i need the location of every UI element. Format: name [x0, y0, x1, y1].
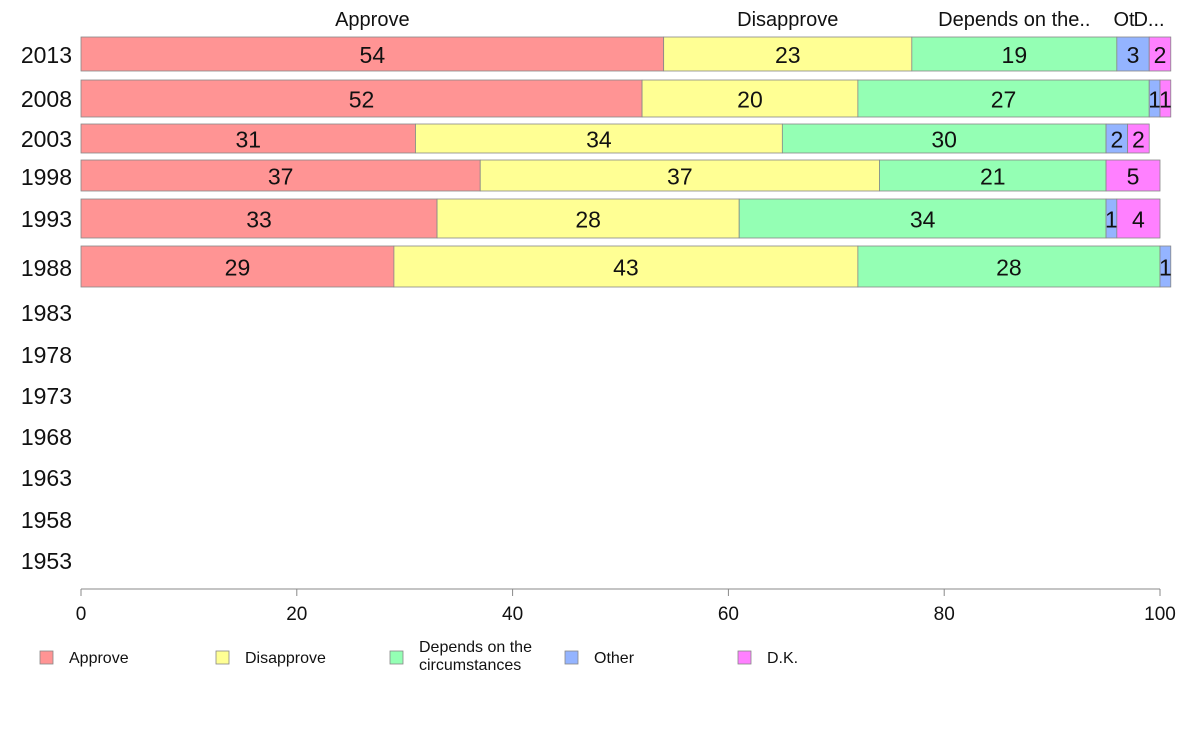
year-label-1963: 1963: [21, 465, 72, 491]
x-tick-label-100: 100: [1144, 604, 1176, 625]
column-header-4: D...: [1133, 9, 1164, 31]
bar-segment-1988-0: [80, 245, 395, 288]
bar-segment-2008-4: [1159, 79, 1172, 118]
bar-segment-2008-1: [641, 79, 859, 118]
bar-label-2003-1: 34: [586, 127, 612, 153]
legend-label-2-1: circumstances: [419, 657, 521, 674]
year-label-2003: 2003: [21, 126, 72, 152]
legend-swatch-4: [737, 650, 752, 665]
x-tick-label-0: 0: [76, 604, 87, 625]
bar-label-2008-4: 1: [1159, 87, 1172, 113]
bar-label-1988-3: 1: [1159, 255, 1172, 281]
bar-segment-1998-1: [479, 159, 880, 192]
legend-label-2-0: Depends on the: [419, 639, 532, 656]
legend: Approve Disapprove Depends on thecircumsta…: [39, 639, 798, 674]
bar-label-1998-2: 21: [980, 164, 1006, 190]
legend-swatch-0: [39, 650, 54, 665]
bar-segment-1993-4: [1116, 198, 1161, 239]
year-label-1968: 1968: [21, 424, 72, 450]
column-header-3: Ot: [1113, 9, 1135, 31]
bar-segment-2008-2: [857, 79, 1150, 118]
bar-segment-1998-4: [1105, 159, 1161, 192]
legend-label-1-0: Disapprove: [245, 650, 326, 667]
bar-segment-1998-0: [80, 159, 481, 192]
bar-label-2013-4: 2: [1154, 42, 1167, 68]
bar-segment-1993-0: [80, 198, 438, 239]
legend-swatch-3: [564, 650, 579, 665]
year-label-1958: 1958: [21, 507, 72, 533]
year-label-1983: 1983: [21, 300, 72, 326]
bar-label-1993-4: 4: [1132, 207, 1145, 233]
x-tick-label-60: 60: [718, 604, 739, 625]
column-header-2: Depends on the..: [938, 9, 1090, 31]
bar-label-2008-3: 1: [1148, 87, 1161, 113]
year-label-1998: 1998: [21, 164, 72, 190]
bar-segment-2013-1: [663, 36, 913, 72]
x-tick-label-20: 20: [286, 604, 307, 625]
year-label-2013: 2013: [21, 42, 72, 68]
year-labels: 2013 2008 2003 1998 1993 1988 1983 1978 1973 1968…: [21, 42, 72, 574]
legend-label-4-0: D.K.: [767, 650, 798, 667]
bar-label-1998-1: 37: [667, 164, 693, 190]
x-tick-label-80: 80: [934, 604, 955, 625]
bar-label-2003-2: 30: [931, 127, 957, 153]
column-header-0: Approve: [335, 9, 410, 31]
bar-label-1988-1: 43: [613, 255, 639, 281]
bar-segment-2003-1: [415, 123, 783, 154]
legend-swatch-2: [389, 650, 404, 665]
x-axis: 0 20 40 60 80 100: [76, 588, 1176, 625]
bar-label-1998-0: 37: [268, 164, 294, 190]
year-label-1988: 1988: [21, 255, 72, 281]
legend-swatch-1: [215, 650, 230, 665]
column-header-1: Disapprove: [737, 9, 838, 31]
bar-segment-2013-2: [911, 36, 1118, 72]
x-tick-label-40: 40: [502, 604, 523, 625]
bar-label-2013-0: 54: [360, 42, 386, 68]
bar-segment-2013-0: [80, 36, 665, 72]
bar-label-2008-1: 20: [737, 87, 763, 113]
bar-label-2008-2: 27: [991, 87, 1017, 113]
bar-label-2008-0: 52: [349, 87, 375, 113]
bar-label-1993-3: 1: [1105, 207, 1118, 233]
bar-segment-2003-0: [80, 123, 416, 154]
bar-segment-2008-0: [80, 79, 643, 118]
year-label-1978: 1978: [21, 342, 72, 368]
bar-label-2003-0: 31: [235, 127, 261, 153]
bar-label-1988-0: 29: [225, 255, 251, 281]
bar-segment-1993-2: [738, 198, 1107, 239]
year-label-2008: 2008: [21, 86, 72, 112]
bar-segment-1988-3: [1159, 245, 1172, 288]
bar-label-1998-4: 5: [1127, 164, 1140, 190]
year-label-1973: 1973: [21, 383, 72, 409]
bar-label-2013-1: 23: [775, 42, 801, 68]
bar-label-1993-2: 34: [910, 207, 936, 233]
year-label-1953: 1953: [21, 548, 72, 574]
bar-label-1993-1: 28: [575, 207, 601, 233]
column-headers: Approve Disapprove Depends on the.. OtD...: [335, 9, 1164, 31]
bar-label-2003-4: 2: [1132, 127, 1145, 153]
bar-label-1988-2: 28: [996, 255, 1022, 281]
bar-segment-2013-4: [1148, 36, 1172, 72]
bar-segment-1993-1: [436, 198, 740, 239]
year-label-1993: 1993: [21, 206, 72, 232]
bar-label-2003-3: 2: [1110, 127, 1123, 153]
bar-segment-1998-2: [879, 159, 1107, 192]
legend-label-0-0: Approve: [69, 650, 129, 667]
bar-label-2013-2: 19: [1002, 42, 1028, 68]
bar-label-1993-0: 33: [246, 207, 272, 233]
bar-label-2013-3: 3: [1127, 42, 1140, 68]
bar-segment-2003-4: [1127, 123, 1150, 154]
bar-segment-1988-1: [393, 245, 859, 288]
bar-segment-1988-2: [857, 245, 1161, 288]
legend-label-3-0: Other: [594, 650, 635, 667]
